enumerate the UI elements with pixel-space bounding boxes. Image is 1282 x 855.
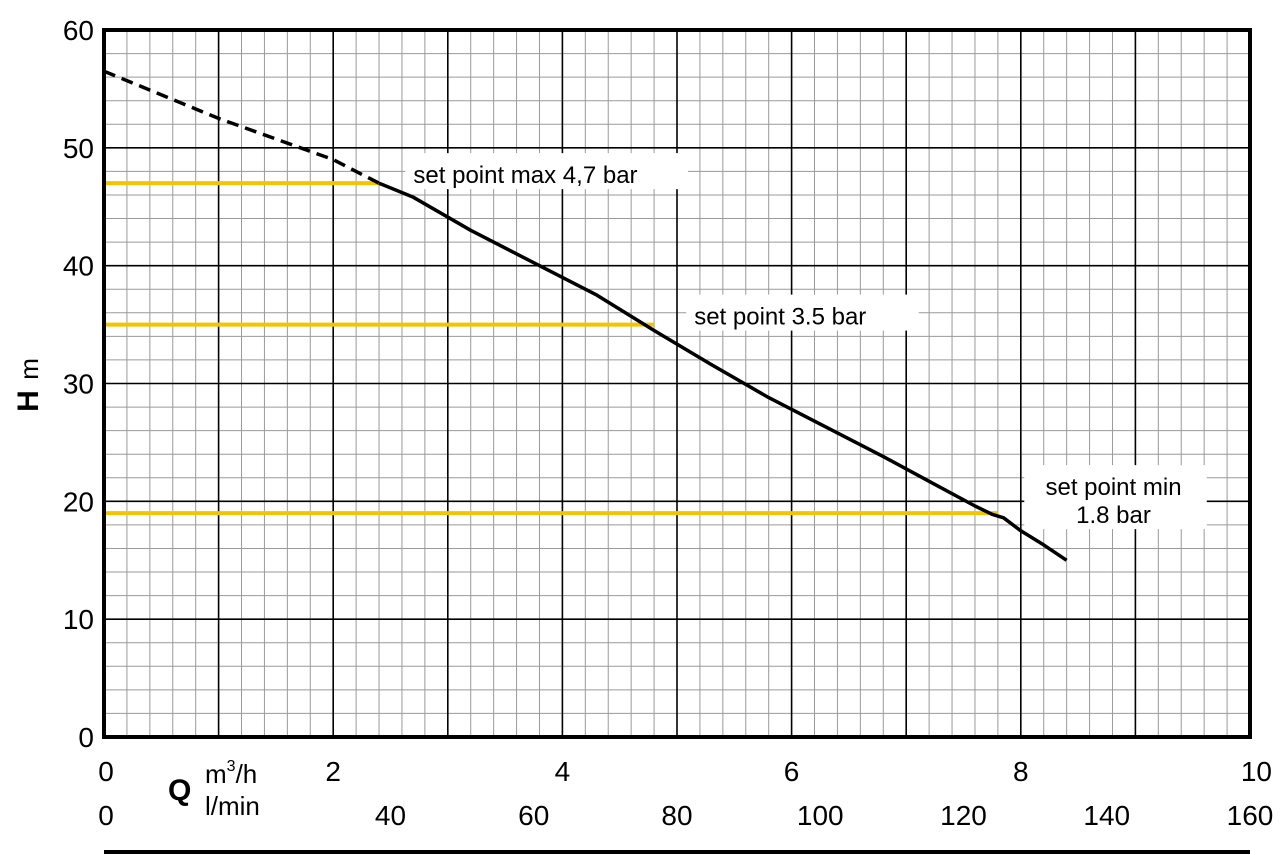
x2-tick-label: 140	[1083, 800, 1130, 831]
set-point-label-text: set point min	[1045, 474, 1181, 501]
set-point-label-1: set point 3.5 bar	[686, 294, 919, 331]
x-axis-unit-primary: m3/h	[205, 758, 257, 789]
set-point-labels: set point max 4,7 bar set point 3.5 bar se…	[405, 153, 1207, 530]
y-tick-label: 40	[63, 251, 94, 282]
y-tick-label: 0	[78, 722, 94, 753]
x2-tick-label: 40	[375, 800, 406, 831]
x-axis-symbol: Q	[168, 774, 191, 807]
y-axis-unit: m	[14, 358, 44, 380]
x-unit-m: m	[205, 759, 227, 789]
y-tick-label: 50	[63, 133, 94, 164]
set-point-label-text: set point 3.5 bar	[694, 304, 866, 331]
x2-tick-label: 100	[797, 800, 844, 831]
x2-tick-label: 60	[518, 800, 549, 831]
y-tick-label: 10	[63, 604, 94, 635]
x-tick-label: 8	[1013, 756, 1029, 787]
curve-series	[103, 69, 1068, 562]
set-point-label-bg	[1024, 465, 1207, 530]
y-tick-label: 30	[63, 369, 94, 400]
y-tick-label: 20	[63, 486, 94, 517]
x2-tick-label: 80	[661, 800, 692, 831]
set-point-label-0: set point max 4,7 bar	[405, 153, 688, 190]
set-point-label-bg	[686, 294, 919, 331]
x-tick-labels: 0 2 4 6 8 10	[98, 756, 1272, 787]
x2-tick-labels: 0 40 60 80 100 120 140 160	[98, 800, 1273, 831]
y-tick-labels: 0 10 20 30 40 50 60	[63, 15, 94, 753]
curve-series-0-dashed	[103, 69, 380, 185]
curve-series-1-solid	[378, 181, 1068, 562]
y-axis-symbol: H	[12, 390, 45, 412]
x-unit-suffix: /h	[236, 759, 258, 789]
x-tick-label: 2	[325, 756, 341, 787]
x-tick-label: 6	[784, 756, 800, 787]
x-tick-label: 0	[98, 756, 114, 787]
y-axis-label: H m	[12, 358, 45, 412]
x-unit-sup: 3	[227, 758, 236, 775]
x2-tick-label: 0	[98, 800, 114, 831]
set-point-label-text: set point max 4,7 bar	[413, 162, 637, 189]
x-tick-label: 10	[1241, 756, 1272, 787]
x-tick-label: 4	[555, 756, 571, 787]
major-grid	[104, 30, 1250, 737]
set-point-label-text: 1.8 bar	[1076, 502, 1151, 529]
set-point-lines	[104, 181, 998, 516]
plot-frame	[102, 28, 1252, 739]
x2-tick-label: 160	[1227, 800, 1274, 831]
x-axis-unit-secondary: l/min	[205, 791, 260, 821]
x2-tick-label: 120	[940, 800, 987, 831]
y-tick-label: 60	[63, 15, 94, 46]
set-point-label-bg	[405, 153, 688, 190]
